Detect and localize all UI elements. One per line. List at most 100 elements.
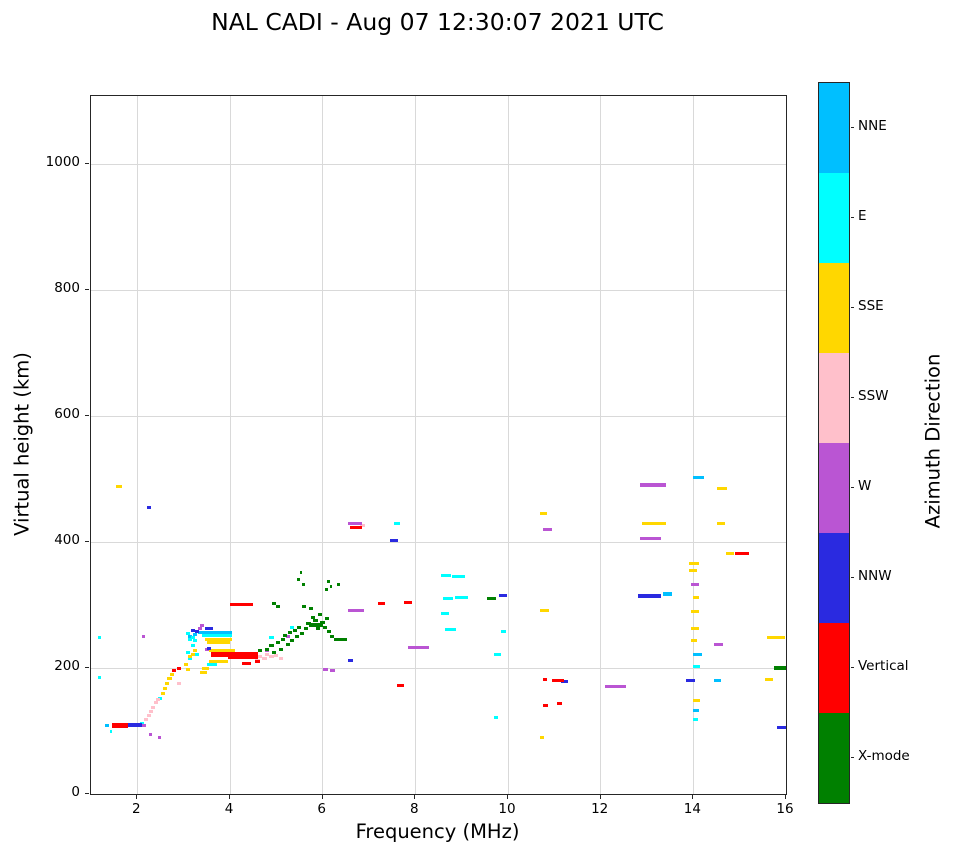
echo-x-mode [308, 606, 313, 610]
echo-x-mode [278, 647, 283, 651]
colorbar-tick-label: E [858, 208, 867, 224]
echo-e [693, 664, 701, 668]
y-tick-label: 600 [54, 406, 80, 423]
x-tick-label: 2 [132, 801, 141, 817]
echo-w [322, 667, 329, 671]
gridline-vertical [136, 96, 138, 794]
echo-sse [167, 677, 172, 681]
echo-x-mode [276, 641, 281, 645]
colorbar-segment-x-mode [819, 713, 849, 803]
colorbar-tick-label: Vertical [858, 658, 909, 674]
echo-nnw [128, 723, 142, 728]
colorbar-tick-label: SSW [858, 388, 889, 404]
colorbar-segment-sse [819, 263, 849, 353]
echo-vertical [241, 662, 251, 666]
echo-x-mode [299, 570, 303, 574]
echo-nnw [204, 627, 213, 631]
echo-w [204, 647, 209, 651]
x-tick-label: 10 [498, 801, 516, 817]
echo-sse [642, 521, 666, 525]
echo-nne [192, 633, 198, 637]
gridline-horizontal [91, 667, 786, 669]
echo-vertical [111, 723, 129, 729]
echo-ssw [144, 718, 149, 722]
echo-e [269, 636, 274, 640]
echo-w [605, 685, 627, 689]
echo-nnw [348, 658, 353, 662]
gridline-vertical [229, 96, 231, 794]
echo-vertical [556, 702, 563, 706]
colorbar-tick-mark [851, 306, 854, 308]
echo-nnw [190, 628, 195, 632]
echo-nne [104, 724, 110, 728]
x-tick-mark [229, 795, 230, 799]
gridline-vertical [692, 96, 694, 794]
echo-sse [192, 648, 198, 652]
echo-sse [765, 677, 774, 681]
echo-x-mode [329, 584, 333, 588]
x-tick-mark [785, 795, 786, 799]
echo-sse [185, 667, 191, 671]
echo-e [185, 650, 191, 654]
echo-ssw [155, 698, 161, 701]
echo-ssw [278, 657, 283, 661]
echo-sse [183, 663, 188, 667]
x-tick-label: 8 [410, 801, 419, 817]
y-tick-label: 800 [54, 280, 80, 297]
echo-x-mode [327, 579, 331, 583]
colorbar-segment-w [819, 443, 849, 533]
gridline-horizontal [91, 415, 786, 417]
echo-e [440, 612, 450, 616]
echo-sse [767, 636, 786, 640]
echo-ssw [151, 705, 156, 709]
colorbar-tick-mark [851, 576, 854, 578]
x-tick-mark [414, 795, 416, 799]
echo-nne [693, 709, 699, 713]
colorbar-tick-mark [851, 756, 854, 758]
echo-sse [209, 659, 228, 663]
x-tick-mark [507, 795, 508, 799]
echo-e [454, 595, 468, 599]
echo-vertical [396, 684, 404, 688]
echo-nnw [776, 726, 786, 730]
echo-w [640, 537, 661, 541]
y-tick-mark [85, 415, 89, 417]
echo-x-mode [271, 650, 276, 654]
echo-vertical [542, 704, 549, 708]
echo-nne [202, 630, 233, 634]
echo-w [348, 522, 363, 526]
colorbar-tick-mark [851, 396, 854, 398]
echo-x-mode [297, 626, 302, 630]
echo-sse [206, 640, 230, 644]
x-tick-label: 4 [224, 801, 234, 817]
echo-e [494, 715, 499, 719]
echo-ssw [146, 713, 151, 717]
echo-nne [663, 592, 672, 597]
echo-e [290, 625, 295, 629]
echo-nnw [206, 646, 211, 650]
echo-sse [540, 735, 545, 739]
echo-x-mode [290, 638, 295, 642]
echo-ssw [274, 653, 279, 657]
echo-ssw [257, 655, 262, 659]
echo-e [693, 718, 698, 722]
echo-vertical [211, 651, 258, 657]
x-tick-label: 12 [591, 801, 609, 817]
colorbar-tick-mark [851, 216, 854, 218]
chart-title: NAL CADI - Aug 07 12:30:07 2021 UTC [211, 8, 664, 36]
echo-w [329, 669, 336, 673]
echo-x-mode [294, 635, 300, 638]
gridline-horizontal [91, 541, 786, 543]
echo-x-mode [334, 638, 348, 642]
echo-x-mode [280, 637, 286, 641]
echo-e [501, 629, 506, 633]
echo-w [640, 483, 666, 488]
echo-nnw [561, 679, 569, 683]
colorbar-tick-label: NNW [858, 568, 892, 584]
echo-sse [116, 485, 123, 489]
echo-e [158, 696, 163, 700]
echo-x-mode [322, 625, 327, 629]
colorbar-tick-mark [851, 666, 854, 668]
echo-e [188, 638, 193, 642]
y-tick-label: 0 [71, 784, 80, 800]
